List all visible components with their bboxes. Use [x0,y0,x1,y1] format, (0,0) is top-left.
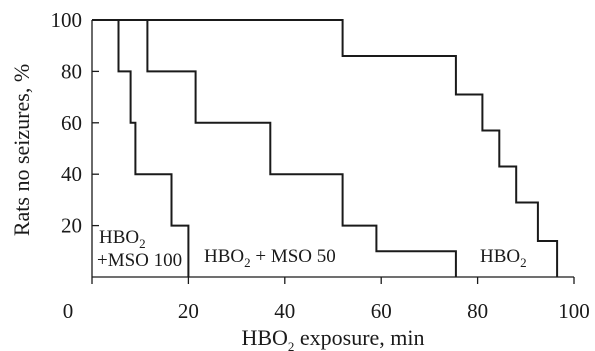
y-tick-label: 100 [51,8,83,32]
annotation-subscript: 2 [139,236,146,251]
x-axis-title-suffix: exposure, min [294,325,424,350]
y-axis-title: Rats no seizures, % [9,64,34,236]
annotation-hbo2: HBO2 [480,246,527,270]
annotation-main-text: HBO [204,246,244,267]
x-tick-label: 80 [467,299,488,323]
y-tick-label: 80 [61,59,82,83]
x-axis-title-main: HBO [241,325,287,350]
series-line-2 [92,19,457,277]
annotation-subscript: 2 [244,255,251,270]
ticks: 20 40 60 80 100 0 20 40 60 80 100 [51,8,590,323]
series-lines [92,19,559,277]
annotation-hbo2-mso100-line2: +MSO 100 [97,250,182,271]
y-tick-label: 20 [61,214,82,238]
annotation-main-text: HBO [99,227,139,248]
x-axis-title-subscript: 2 [288,339,295,351]
series-line-1 [92,19,190,277]
y-tick-label: 40 [61,162,82,186]
x-tick-label: 20 [178,299,199,323]
annotation-main-text: HBO [480,246,520,267]
annotation-subscript: 2 [520,255,527,270]
x-tick-label: 0 [63,299,74,323]
x-tick-label: 40 [274,299,295,323]
x-tick-label: 100 [558,299,590,323]
annotation-hbo2-mso100-line1: HBO2 [99,227,146,251]
annotation-hbo2-mso50: HBO2 + MSO 50 [204,246,336,270]
axes [91,20,574,278]
series-line-3 [92,19,559,277]
x-tick-label: 60 [371,299,392,323]
y-tick-label: 60 [61,111,82,135]
annotation-suffix-text: + MSO 50 [251,246,336,267]
x-axis-title: HBO2 exposure, min [241,325,424,351]
